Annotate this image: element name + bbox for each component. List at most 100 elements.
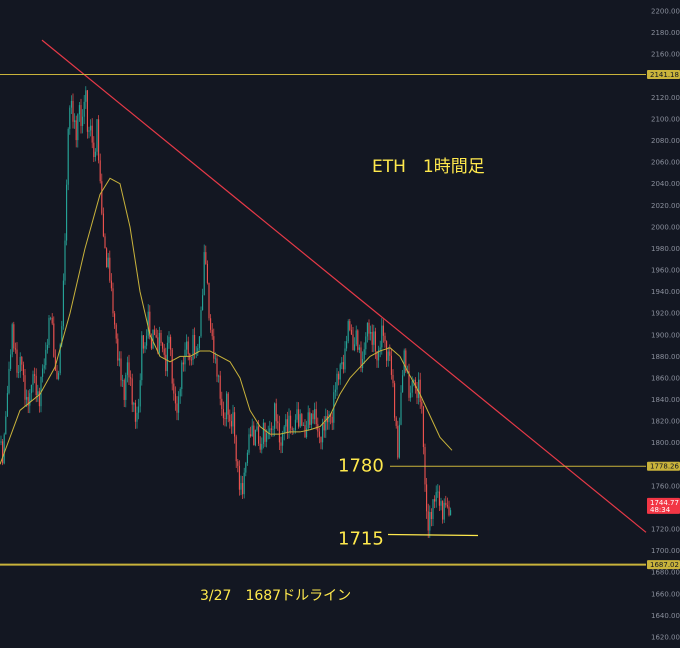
candle-body <box>10 354 12 369</box>
candle-body <box>426 484 428 512</box>
candle-body <box>318 431 320 437</box>
candle-body <box>210 318 212 330</box>
y-tick-label: 2100.00 <box>651 115 680 123</box>
candle-body <box>286 419 288 433</box>
y-tick-label: 1920.00 <box>651 310 680 318</box>
candle-body <box>42 368 44 377</box>
candle-body <box>35 375 37 395</box>
candle-body <box>390 355 392 375</box>
candle-body <box>106 248 108 268</box>
candle-body <box>422 406 424 448</box>
candle-body <box>262 422 264 445</box>
candle-body <box>83 101 85 117</box>
candle-body <box>294 419 296 431</box>
candle-body <box>283 426 285 434</box>
candle-body <box>195 352 197 355</box>
candle-body <box>125 374 127 400</box>
candle-body <box>338 373 340 380</box>
candle-body <box>366 322 368 337</box>
candle-body <box>306 428 308 438</box>
candle-body <box>38 391 40 407</box>
candle-body <box>3 434 5 464</box>
candle-body <box>360 347 362 369</box>
candle-body <box>74 120 76 122</box>
horizontal-line-1715[interactable] <box>387 533 479 537</box>
candle-body <box>29 393 31 406</box>
resistance-trendline[interactable] <box>41 39 647 533</box>
candle-body <box>102 213 104 237</box>
candle-body <box>146 335 148 346</box>
candle-body <box>144 345 146 349</box>
candle-body <box>272 428 274 430</box>
candle-body <box>205 252 207 264</box>
y-tick-label: 1640.00 <box>651 612 680 620</box>
candle-body <box>147 311 149 336</box>
candle-body <box>82 116 84 126</box>
candle-body <box>53 323 55 357</box>
y-tick-label: 1940.00 <box>651 288 680 296</box>
candle-body <box>11 324 13 355</box>
candle-body <box>170 336 172 350</box>
candle-body <box>77 114 79 141</box>
candle-body <box>357 330 359 350</box>
candle-body <box>0 441 2 443</box>
candle-body <box>187 341 189 354</box>
candle-body <box>347 321 349 342</box>
candle-body <box>261 444 263 450</box>
candle-body <box>322 422 324 443</box>
candle-body <box>418 379 420 398</box>
candle-body <box>46 344 48 350</box>
candle-body <box>197 348 199 353</box>
candle-body <box>149 311 151 338</box>
candle-body <box>59 344 61 374</box>
candle-body <box>133 402 135 405</box>
candle-body <box>411 381 413 393</box>
candle-body <box>389 351 391 356</box>
candle-body <box>339 364 341 380</box>
candle-body <box>416 387 418 398</box>
candle-body <box>437 491 439 493</box>
candle-body <box>14 348 16 350</box>
candle-body <box>5 416 7 435</box>
candle-body <box>365 336 367 350</box>
candle-body <box>182 362 184 365</box>
y-tick-label: 1620.00 <box>651 634 680 642</box>
candle-body <box>90 125 92 131</box>
candle-body <box>419 379 421 402</box>
price-tag <box>647 497 680 514</box>
candle-body <box>88 130 90 132</box>
candle-body <box>104 236 106 249</box>
candle-body <box>112 288 114 314</box>
candle-body <box>58 373 60 379</box>
candle-body <box>218 375 220 377</box>
candle-body <box>250 434 252 437</box>
candle-body <box>232 412 234 427</box>
candle-body <box>114 313 116 325</box>
candle-body <box>298 409 300 427</box>
candle-body <box>410 392 412 398</box>
annotation-1715: 1715 <box>338 528 384 549</box>
candle-body <box>19 356 21 372</box>
candle-body <box>61 326 63 345</box>
candle-body <box>152 329 154 349</box>
candle-body <box>96 119 98 152</box>
candle-body <box>346 341 348 349</box>
candle-body <box>328 414 330 423</box>
moving-average-line <box>0 177 453 465</box>
candle-body <box>434 499 436 502</box>
candle-body <box>414 379 416 388</box>
candle-body <box>56 370 58 379</box>
y-tick-label: 1880.00 <box>651 353 680 361</box>
candle-body <box>243 472 245 495</box>
candle-body <box>264 422 266 442</box>
y-tick-label: 2020.00 <box>651 202 680 210</box>
candle-body <box>160 333 162 343</box>
candle-body <box>123 380 125 400</box>
candle-body <box>408 371 410 398</box>
candle-body <box>141 335 143 381</box>
drawing-lines-layer <box>0 39 647 566</box>
candle-body <box>6 393 8 417</box>
candle-body <box>136 412 138 422</box>
y-tick-label: 2200.00 <box>651 8 680 16</box>
